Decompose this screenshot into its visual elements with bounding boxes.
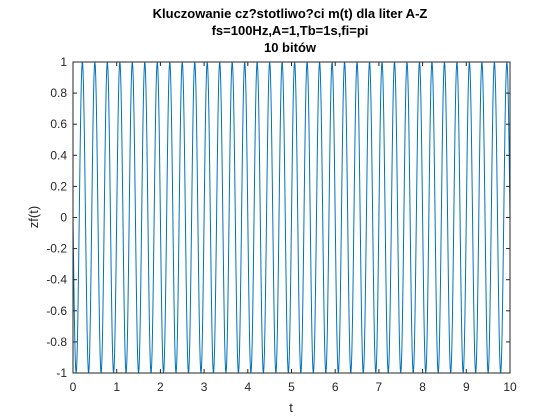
x-tick-label-2: 2 (157, 380, 164, 394)
y-tick-label-6: 0.2 (50, 179, 67, 193)
y-tick-label-3: -0.4 (46, 273, 67, 287)
y-tick-label-9: 0.8 (50, 86, 67, 100)
y-tick-label-2: -0.6 (46, 304, 67, 318)
x-tick-label-7: 7 (376, 380, 383, 394)
y-tick-label-8: 0.6 (50, 117, 67, 131)
y-axis-label: zf(t) (26, 206, 41, 228)
y-tick-label-4: -0.2 (46, 242, 67, 256)
y-tick-label-10: 1 (60, 55, 67, 69)
y-tick-label-1: -0.8 (46, 335, 67, 349)
x-axis-label: t (289, 400, 293, 415)
x-tick-label-10: 10 (503, 380, 517, 394)
x-tick-label-6: 6 (332, 380, 339, 394)
chart-title-line-2: fs=100Hz,A=1,Tb=1s,fi=pi (212, 23, 369, 38)
x-tick-label-1: 1 (113, 380, 120, 394)
tick-layer: 0 1 2 3 4 5 6 7 8 9 10 -1 -0.8 -0.6 -0.4 -0.2 0 0.2 0.4 0.6… (46, 55, 517, 394)
y-tick-label-5: 0 (60, 211, 67, 225)
x-tick-label-9: 9 (463, 380, 470, 394)
y-tick-label-0: -1 (56, 366, 67, 380)
x-tick-label-8: 8 (419, 380, 426, 394)
x-tick-label-0: 0 (70, 380, 77, 394)
x-tick-label-5: 5 (288, 380, 295, 394)
series-line-0 (72, 61, 511, 374)
series-layer (72, 61, 511, 374)
x-tick-label-3: 3 (201, 380, 208, 394)
chart-title-line-1: Kluczowanie cz?stotliwo?ci m(t) dla lite… (153, 6, 428, 21)
y-tick-label-7: 0.4 (50, 148, 67, 162)
x-tick-label-4: 4 (244, 380, 251, 394)
chart-title-line-3: 10 bitów (264, 40, 317, 55)
